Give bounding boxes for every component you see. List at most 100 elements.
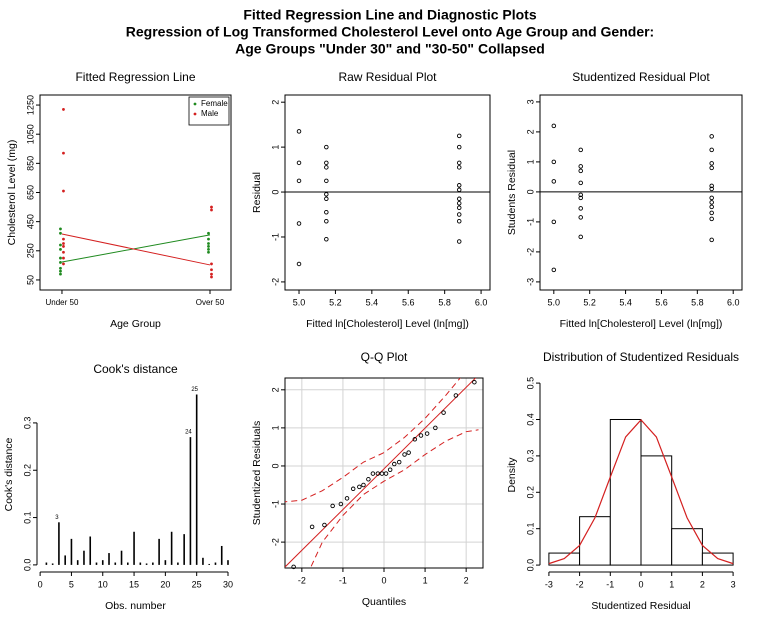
data-point [62,245,65,248]
data-point [62,189,65,193]
y-tick-label: -2 [270,278,280,286]
data-point [207,250,210,254]
data-point [210,205,213,209]
y-tick-label: 450 [25,214,35,229]
point-label: 25 [191,387,198,393]
data-point [59,247,62,251]
data-point [210,275,213,279]
y-tick-label: -1 [525,218,535,226]
data-point [324,178,329,184]
y-tick-label: 1050 [25,124,35,144]
y-tick-label: 0.4 [525,413,535,426]
data-point [59,256,62,260]
data-point [551,219,557,225]
fit-line [285,378,477,568]
x-tick-label: 5.4 [619,297,632,307]
data-point [210,208,213,212]
x-tick-label: 5.2 [583,297,596,307]
data-point [357,484,362,490]
data-point [387,467,393,473]
x-tick-label: 5.0 [293,297,306,307]
data-point [62,151,65,155]
y-tick-label: 650 [25,185,35,200]
data-point [709,134,714,139]
y-tick-label: 0 [525,189,535,194]
y-tick-label: 2 [270,100,280,105]
y-tick-label: 0.3 [22,417,32,430]
data-point [392,461,397,467]
data-point [709,204,714,210]
data-point [324,160,329,166]
data-point [379,471,385,476]
data-point [433,425,438,431]
data-point [709,195,714,201]
main-subtitle: Regression of Log Transformed Cholestero… [126,24,654,40]
data-point [62,242,65,245]
legend-swatch [193,102,197,106]
data-point [578,147,583,153]
data-point [456,239,462,244]
confidence-band [285,378,461,503]
data-point [453,393,459,398]
data-point [456,187,462,193]
y-tick-label: -1 [270,500,280,508]
data-point [207,247,210,251]
panel-title: Distribution of Studentized Residuals [543,350,739,364]
histogram-bar [609,418,642,566]
x-tick-label: 20 [160,579,170,589]
x-axis-label: Obs. number [105,600,166,612]
y-tick-label: 0.3 [525,450,535,463]
main-title: Fitted Regression Line and Diagnostic Pl… [243,7,536,23]
data-point [59,243,62,247]
x-axis-label: Fitted ln[Cholesterol] Level (ln[mg]) [560,318,723,330]
x-tick-label: 0 [381,575,386,585]
legend-swatch [193,112,197,116]
y-tick-label: 1 [270,425,280,430]
fit-line [61,233,211,266]
data-point [207,231,210,235]
panel-title: Cook's distance [93,362,178,376]
point-label: 24 [185,430,192,436]
data-point [296,221,302,226]
data-point [324,210,329,215]
y-tick-label: 0.1 [525,522,535,535]
x-tick-label: 5.0 [548,297,561,307]
panel-title: Raw Residual Plot [338,70,437,84]
data-point [62,262,65,266]
x-tick-label: 5.6 [655,297,668,307]
data-point [375,471,381,476]
x-tick-label: -2 [298,575,306,585]
x-tick-label: -1 [339,575,347,585]
data-point [456,144,462,150]
data-point [296,178,302,184]
data-point [207,242,210,245]
data-point [578,192,583,198]
data-point [709,186,714,192]
data-point [383,471,389,476]
x-tick-label: Over 50 [196,298,225,307]
data-point [309,524,315,530]
data-point [412,437,418,442]
y-tick-label: 0.0 [22,559,32,572]
data-point [370,471,376,476]
data-point [62,237,65,241]
legend-label: Male [201,109,219,118]
y-tick-label: 1 [270,145,280,150]
data-point [59,272,62,276]
y-tick-label: -1 [270,233,280,241]
y-axis-label: Studentized Residuals [251,421,263,525]
data-point [207,245,210,248]
y-axis-label: Residual [251,172,263,213]
data-point [207,237,210,241]
data-point [578,234,583,240]
data-point [578,195,583,201]
plot-frame [539,94,743,291]
data-point [296,160,302,166]
x-tick-label: 2 [700,579,705,589]
data-point [210,272,213,276]
fit-line [61,234,211,263]
legend-box [188,96,230,126]
data-point [210,268,213,272]
y-tick-label: 3 [525,99,535,104]
